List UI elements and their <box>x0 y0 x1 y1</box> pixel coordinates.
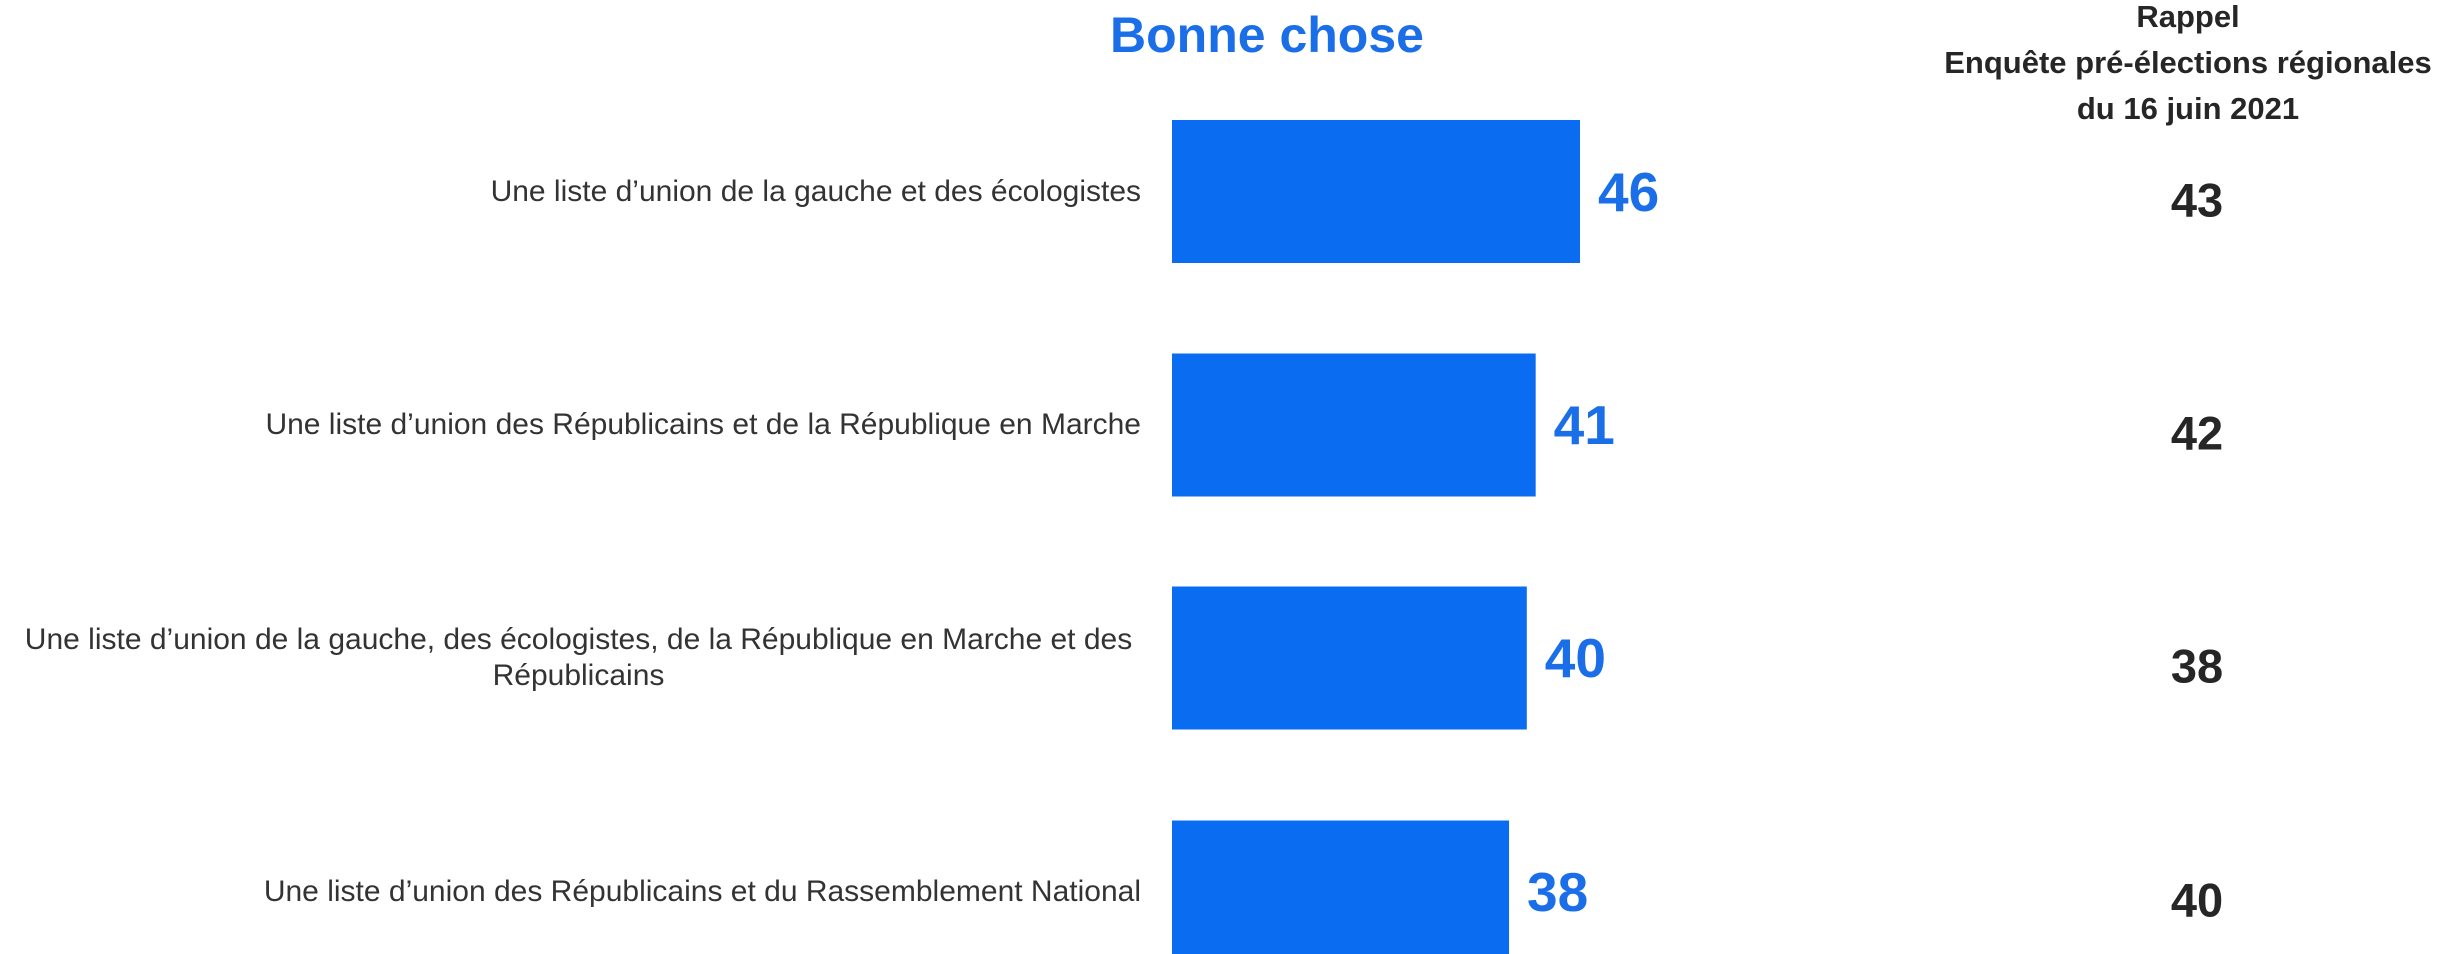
reference-value: 38 <box>2170 639 2224 693</box>
reference-value: 43 <box>2170 173 2224 226</box>
bar <box>1172 586 1527 730</box>
reference-header: Enquête pré-élections régionales <box>1944 45 2432 80</box>
reference-value: 40 <box>2170 873 2224 927</box>
reference-value: 42 <box>2170 406 2224 460</box>
category-label: Une liste d’union de la gauche et des éc… <box>16 120 1141 263</box>
bar <box>1172 120 1581 263</box>
category-text: Une liste d’union des Républicains et de… <box>265 408 1141 441</box>
bar <box>1172 820 1510 954</box>
category-text: Une liste d’union des Républicains et du… <box>263 875 1141 908</box>
category-label: Une liste d’union de la gauche, des écol… <box>16 587 1141 730</box>
category-text: Une liste d’union de la gauche, des écol… <box>24 623 1133 692</box>
bar <box>1172 353 1536 497</box>
category-label: Une liste d’union des Républicains et de… <box>16 354 1141 497</box>
value-label: 41 <box>1553 394 1615 456</box>
category-text: Une liste d’union de la gauche et des éc… <box>490 174 1141 208</box>
value-label: 38 <box>1527 861 1589 923</box>
value-label: 46 <box>1598 160 1660 223</box>
reference-header: Rappel <box>2136 0 2240 34</box>
reference-header: du 16 juin 2021 <box>2076 91 2300 126</box>
category-label: Une liste d’union des Républicains et du… <box>16 821 1141 954</box>
chart-title: Bonne chose <box>1110 7 1424 63</box>
value-label: 40 <box>1544 627 1606 689</box>
